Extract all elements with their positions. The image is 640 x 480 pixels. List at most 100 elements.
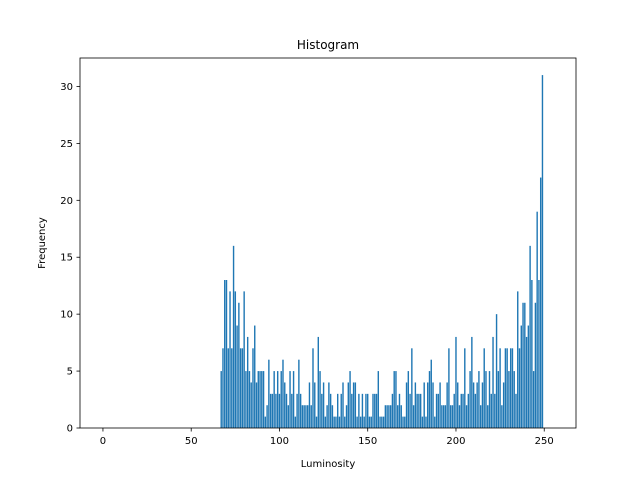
histogram-bar (268, 359, 270, 428)
x-tick-label: 50 (185, 436, 198, 447)
histogram-bar (232, 245, 235, 428)
histogram-bar (427, 382, 429, 428)
histogram-bar (266, 405, 268, 428)
chart-title: Histogram (297, 38, 359, 52)
histogram-bar (326, 405, 328, 428)
histogram-bar (299, 393, 302, 428)
histogram-bar (518, 348, 521, 428)
histogram-bar (481, 382, 484, 428)
histogram-bar (255, 382, 258, 428)
y-tick-label: 30 (60, 82, 73, 93)
histogram-bar (471, 336, 473, 428)
histogram-bar (492, 336, 494, 428)
histogram-bar (312, 348, 314, 428)
histogram-bar (511, 348, 514, 428)
histogram-bar (231, 348, 233, 428)
histogram-bar (384, 405, 387, 428)
histogram-bar (308, 382, 311, 428)
histogram-bar (222, 348, 224, 428)
histogram-bar (370, 416, 372, 428)
histogram-bar (479, 405, 482, 428)
histogram-bar (474, 393, 477, 428)
histogram-bar (525, 336, 528, 428)
histogram-bar (428, 371, 431, 428)
histogram-bar (465, 405, 468, 428)
histogram-bar (389, 405, 392, 428)
histogram-bar (344, 416, 346, 428)
histogram-bar (405, 382, 408, 428)
histogram-bar (485, 371, 487, 428)
histogram-bar (342, 382, 344, 428)
histogram-bar (522, 302, 524, 428)
histogram-bar (449, 405, 452, 428)
histogram-bar (291, 393, 293, 428)
histogram-bar (517, 291, 519, 428)
histogram-bar (292, 371, 295, 428)
histogram-bar (502, 382, 505, 428)
x-axis-ticks: 0 50 100 150 200 250 (100, 428, 554, 447)
y-tick-label: 25 (60, 139, 73, 150)
histogram-bar (404, 416, 406, 428)
histogram-bar (315, 416, 318, 428)
histogram-bar (345, 405, 348, 428)
histogram-bar (358, 393, 360, 428)
histogram-bar (462, 393, 464, 428)
x-tick-label: 0 (100, 436, 106, 447)
histogram-bar (458, 405, 461, 428)
histogram-bar (416, 393, 418, 428)
histogram-bar (375, 393, 378, 428)
histogram-bar (359, 416, 362, 428)
plot-frame (79, 57, 577, 429)
histogram-bar (377, 371, 380, 428)
histogram-bar (467, 393, 470, 428)
histogram-bar (322, 382, 325, 428)
histogram-bar (435, 393, 438, 428)
histogram-bar (532, 371, 535, 428)
histogram-bar (301, 405, 304, 428)
histogram-bar (278, 393, 281, 428)
histogram-bar (386, 405, 388, 428)
histogram-bar (285, 393, 288, 428)
histogram-bar (494, 393, 496, 428)
y-axis-label: Frequency (37, 217, 48, 269)
histogram-bar (224, 280, 226, 428)
histogram-bar (347, 382, 349, 428)
histogram-bar (539, 177, 542, 428)
histogram-bar (329, 393, 332, 428)
y-tick-label: 15 (60, 253, 73, 264)
histogram-bar (400, 405, 402, 428)
histogram-bar (303, 405, 305, 428)
histogram-bar (245, 371, 247, 428)
histogram-bar (488, 371, 491, 428)
histogram-bar (469, 371, 471, 428)
histogram-bar (464, 348, 466, 428)
x-tick-label: 150 (358, 436, 377, 447)
histogram-bar (287, 405, 289, 428)
histogram-bar (280, 371, 282, 428)
histogram-bar (269, 393, 272, 428)
histogram-bar (236, 325, 238, 428)
histogram-bar (379, 416, 381, 428)
histogram-bar (257, 371, 259, 428)
histogram-bar (513, 371, 515, 428)
histogram-bar (388, 405, 390, 428)
histogram-bar (331, 405, 334, 428)
x-tick-label: 250 (535, 436, 554, 447)
histogram-bar (437, 393, 440, 428)
histogram-bar (472, 382, 475, 428)
histogram-bar (310, 405, 312, 428)
histogram-bar (448, 348, 450, 428)
histogram-bar (534, 302, 537, 428)
histogram-bar (314, 382, 316, 428)
histogram-bar (374, 393, 376, 428)
histogram-bar (432, 382, 434, 428)
histogram-bar (418, 393, 420, 428)
histogram-bar (414, 382, 417, 428)
histogram-bar (541, 75, 544, 428)
histogram-bar (483, 348, 485, 428)
histogram-bar (252, 348, 254, 428)
histogram-bar (499, 348, 501, 428)
histogram-bar (261, 371, 263, 428)
y-tick-label: 10 (60, 310, 73, 321)
